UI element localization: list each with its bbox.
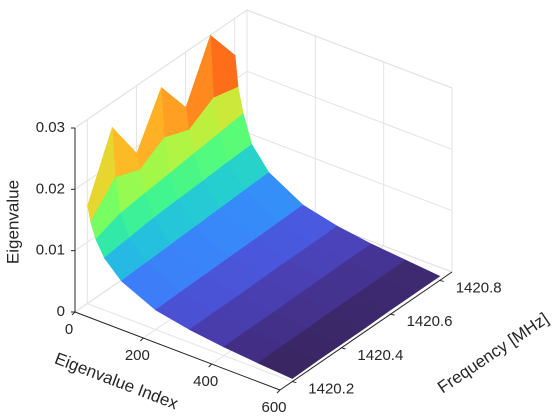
- grid-line: [246, 9, 453, 89]
- x-tick-label: 200: [125, 347, 150, 364]
- y-tick: [390, 313, 395, 316]
- z-tick-label: 0.01: [36, 242, 65, 259]
- y-tick-label: 1420.4: [357, 347, 403, 364]
- z-tick-label: 0.03: [36, 119, 65, 136]
- y-tick-label: 1420.8: [456, 279, 502, 296]
- z-tick-label: 0: [57, 303, 65, 320]
- y-axis: [279, 271, 453, 391]
- grid-line: [246, 132, 453, 212]
- grid-line: [74, 9, 248, 129]
- x-tick-label: 400: [193, 373, 218, 390]
- x-tick: [139, 337, 144, 342]
- x-axis: [74, 311, 281, 391]
- z-tick-label: 0.02: [36, 180, 65, 197]
- x-axis-label: Eigenvalue Index: [52, 349, 181, 414]
- grid-line: [246, 70, 453, 150]
- y-tick: [341, 347, 346, 350]
- surface-patch: [111, 126, 141, 179]
- y-tick: [292, 381, 297, 384]
- x-tick: [276, 389, 281, 394]
- x-tick-label: 600: [261, 399, 286, 416]
- y-tick: [439, 279, 444, 282]
- surface-patch: [257, 345, 318, 379]
- z-axis-label: Eigenvalue: [3, 180, 22, 264]
- y-tick-label: 1420.2: [308, 381, 354, 398]
- y-tick-label: 1420.6: [407, 313, 453, 330]
- grid-line: [87, 303, 293, 383]
- surface-patch: [210, 34, 239, 99]
- surface-patch: [161, 86, 190, 139]
- x-tick-label: 0: [65, 321, 73, 338]
- x-tick: [208, 363, 213, 368]
